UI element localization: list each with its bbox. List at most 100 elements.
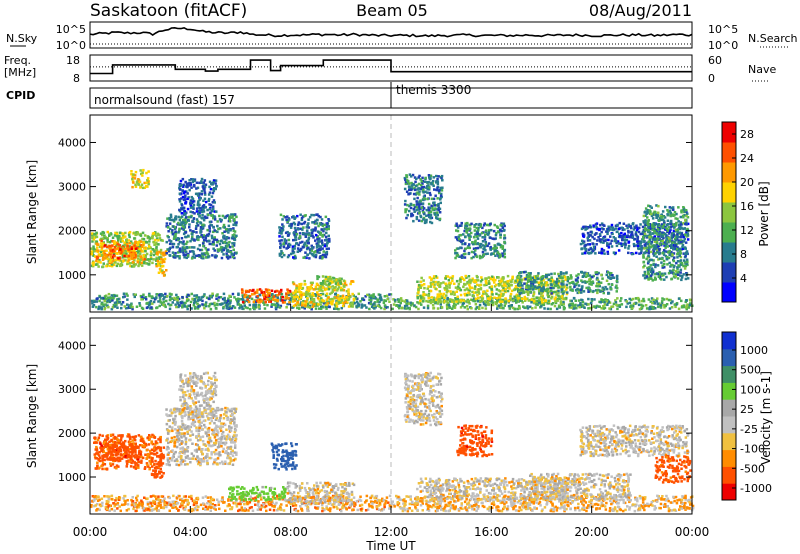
heatmap-cell — [147, 258, 150, 261]
heatmap-cell — [417, 176, 420, 179]
noise-sky-line — [89, 26, 693, 38]
heatmap-cell — [95, 257, 99, 261]
heatmap-cell — [150, 295, 154, 298]
heatmap-cell — [212, 226, 215, 229]
heatmap-cell — [410, 214, 413, 218]
heatmap-cell — [221, 214, 225, 218]
heatmap-cell — [190, 257, 194, 260]
heatmap-cell — [436, 213, 439, 217]
heatmap-cell — [141, 237, 144, 241]
heatmap-cell — [347, 293, 350, 297]
heatmap-cell — [491, 293, 494, 296]
heatmap-cell — [302, 246, 305, 249]
heatmap-cell — [327, 282, 331, 286]
heatmap-cell — [553, 297, 556, 301]
heatmap-cell — [535, 280, 538, 284]
heatmap-cell — [204, 183, 208, 186]
heatmap-cell — [283, 238, 286, 241]
heatmap-cell — [464, 247, 467, 251]
heatmap-cell — [449, 290, 452, 293]
heatmap-cell — [130, 245, 133, 249]
heatmap-cell — [214, 187, 217, 191]
heatmap-cell — [547, 299, 550, 302]
heatmap-cell — [571, 305, 575, 308]
heatmap-cell — [464, 235, 467, 239]
heatmap-cell — [650, 305, 653, 308]
heatmap-cell — [600, 298, 603, 301]
heatmap-cell — [291, 249, 294, 253]
heatmap-cell — [472, 299, 475, 303]
heatmap-cell — [312, 213, 316, 217]
heatmap-cell — [99, 232, 103, 235]
heatmap-cell — [621, 238, 624, 242]
heatmap-cell — [572, 282, 575, 285]
heatmap-cell — [616, 277, 619, 281]
heatmap-cell — [160, 261, 164, 264]
heatmap-cell — [467, 234, 471, 238]
heatmap-cell — [638, 226, 641, 230]
heatmap-cell — [668, 228, 671, 232]
heatmap-cell — [623, 238, 626, 242]
heatmap-cell — [151, 234, 154, 238]
heatmap-cell — [421, 202, 425, 205]
heatmap-cell — [307, 289, 311, 293]
heatmap-cell — [481, 255, 484, 259]
heatmap-cell — [289, 252, 293, 256]
heatmap-cell — [333, 286, 336, 290]
heatmap-cell — [213, 218, 217, 221]
noise-panel: N.Sky 10^5 10^0 10^5 10^0 N.Search — [6, 21, 798, 52]
heatmap-cell — [168, 307, 172, 311]
heatmap-cell — [129, 240, 133, 243]
heatmap-cell — [427, 184, 430, 187]
heatmap-cell — [298, 296, 301, 299]
heatmap-cell — [473, 225, 476, 229]
heatmap-cell — [115, 252, 119, 255]
heatmap-cell — [325, 244, 328, 247]
heatmap-cell — [124, 235, 127, 238]
heatmap-cell — [405, 307, 408, 310]
heatmap-cell — [212, 207, 215, 211]
heatmap-cell — [437, 300, 441, 303]
heatmap-cell — [408, 307, 411, 310]
heatmap-cell — [431, 208, 434, 211]
heatmap-cell — [465, 293, 469, 297]
heatmap-cell — [314, 226, 317, 229]
heatmap-cell — [311, 297, 314, 301]
heatmap-cell — [598, 305, 601, 308]
heatmap-cell — [560, 303, 564, 306]
heatmap-cell — [155, 258, 158, 261]
heatmap-cell — [364, 295, 367, 298]
heatmap-cell — [163, 260, 166, 264]
heatmap-cell — [410, 212, 414, 216]
heatmap-cell — [556, 277, 559, 281]
heatmap-cell — [278, 293, 281, 296]
heatmap-cell — [426, 304, 430, 308]
heatmap-cell — [244, 294, 248, 297]
heatmap-cell — [200, 248, 204, 252]
heatmap-cell — [670, 237, 674, 240]
heatmap-cell — [466, 282, 469, 285]
heatmap-cell — [562, 300, 565, 304]
heatmap-cell — [184, 231, 187, 234]
heatmap-cell — [250, 293, 254, 296]
heatmap-cell — [460, 276, 463, 279]
heatmap-cell — [497, 289, 501, 292]
heatmap-cell — [677, 239, 681, 242]
heatmap-cell — [139, 252, 142, 256]
heatmap-cell — [191, 255, 194, 259]
heatmap-cell — [583, 274, 586, 278]
heatmap-cell — [174, 230, 177, 233]
heatmap-cell — [545, 275, 549, 278]
heatmap-cell — [420, 180, 423, 183]
heatmap-cell — [214, 179, 218, 182]
heatmap-cell — [372, 306, 376, 309]
heatmap-cell — [287, 244, 290, 247]
heatmap-cell — [437, 282, 440, 286]
heatmap-cell — [206, 208, 209, 212]
heatmap-cell — [212, 217, 215, 220]
heatmap-cell — [632, 242, 636, 246]
heatmap-cell — [427, 211, 431, 215]
heatmap-cell — [289, 226, 293, 229]
heatmap-cell — [269, 300, 272, 303]
heatmap-cell — [157, 243, 160, 246]
